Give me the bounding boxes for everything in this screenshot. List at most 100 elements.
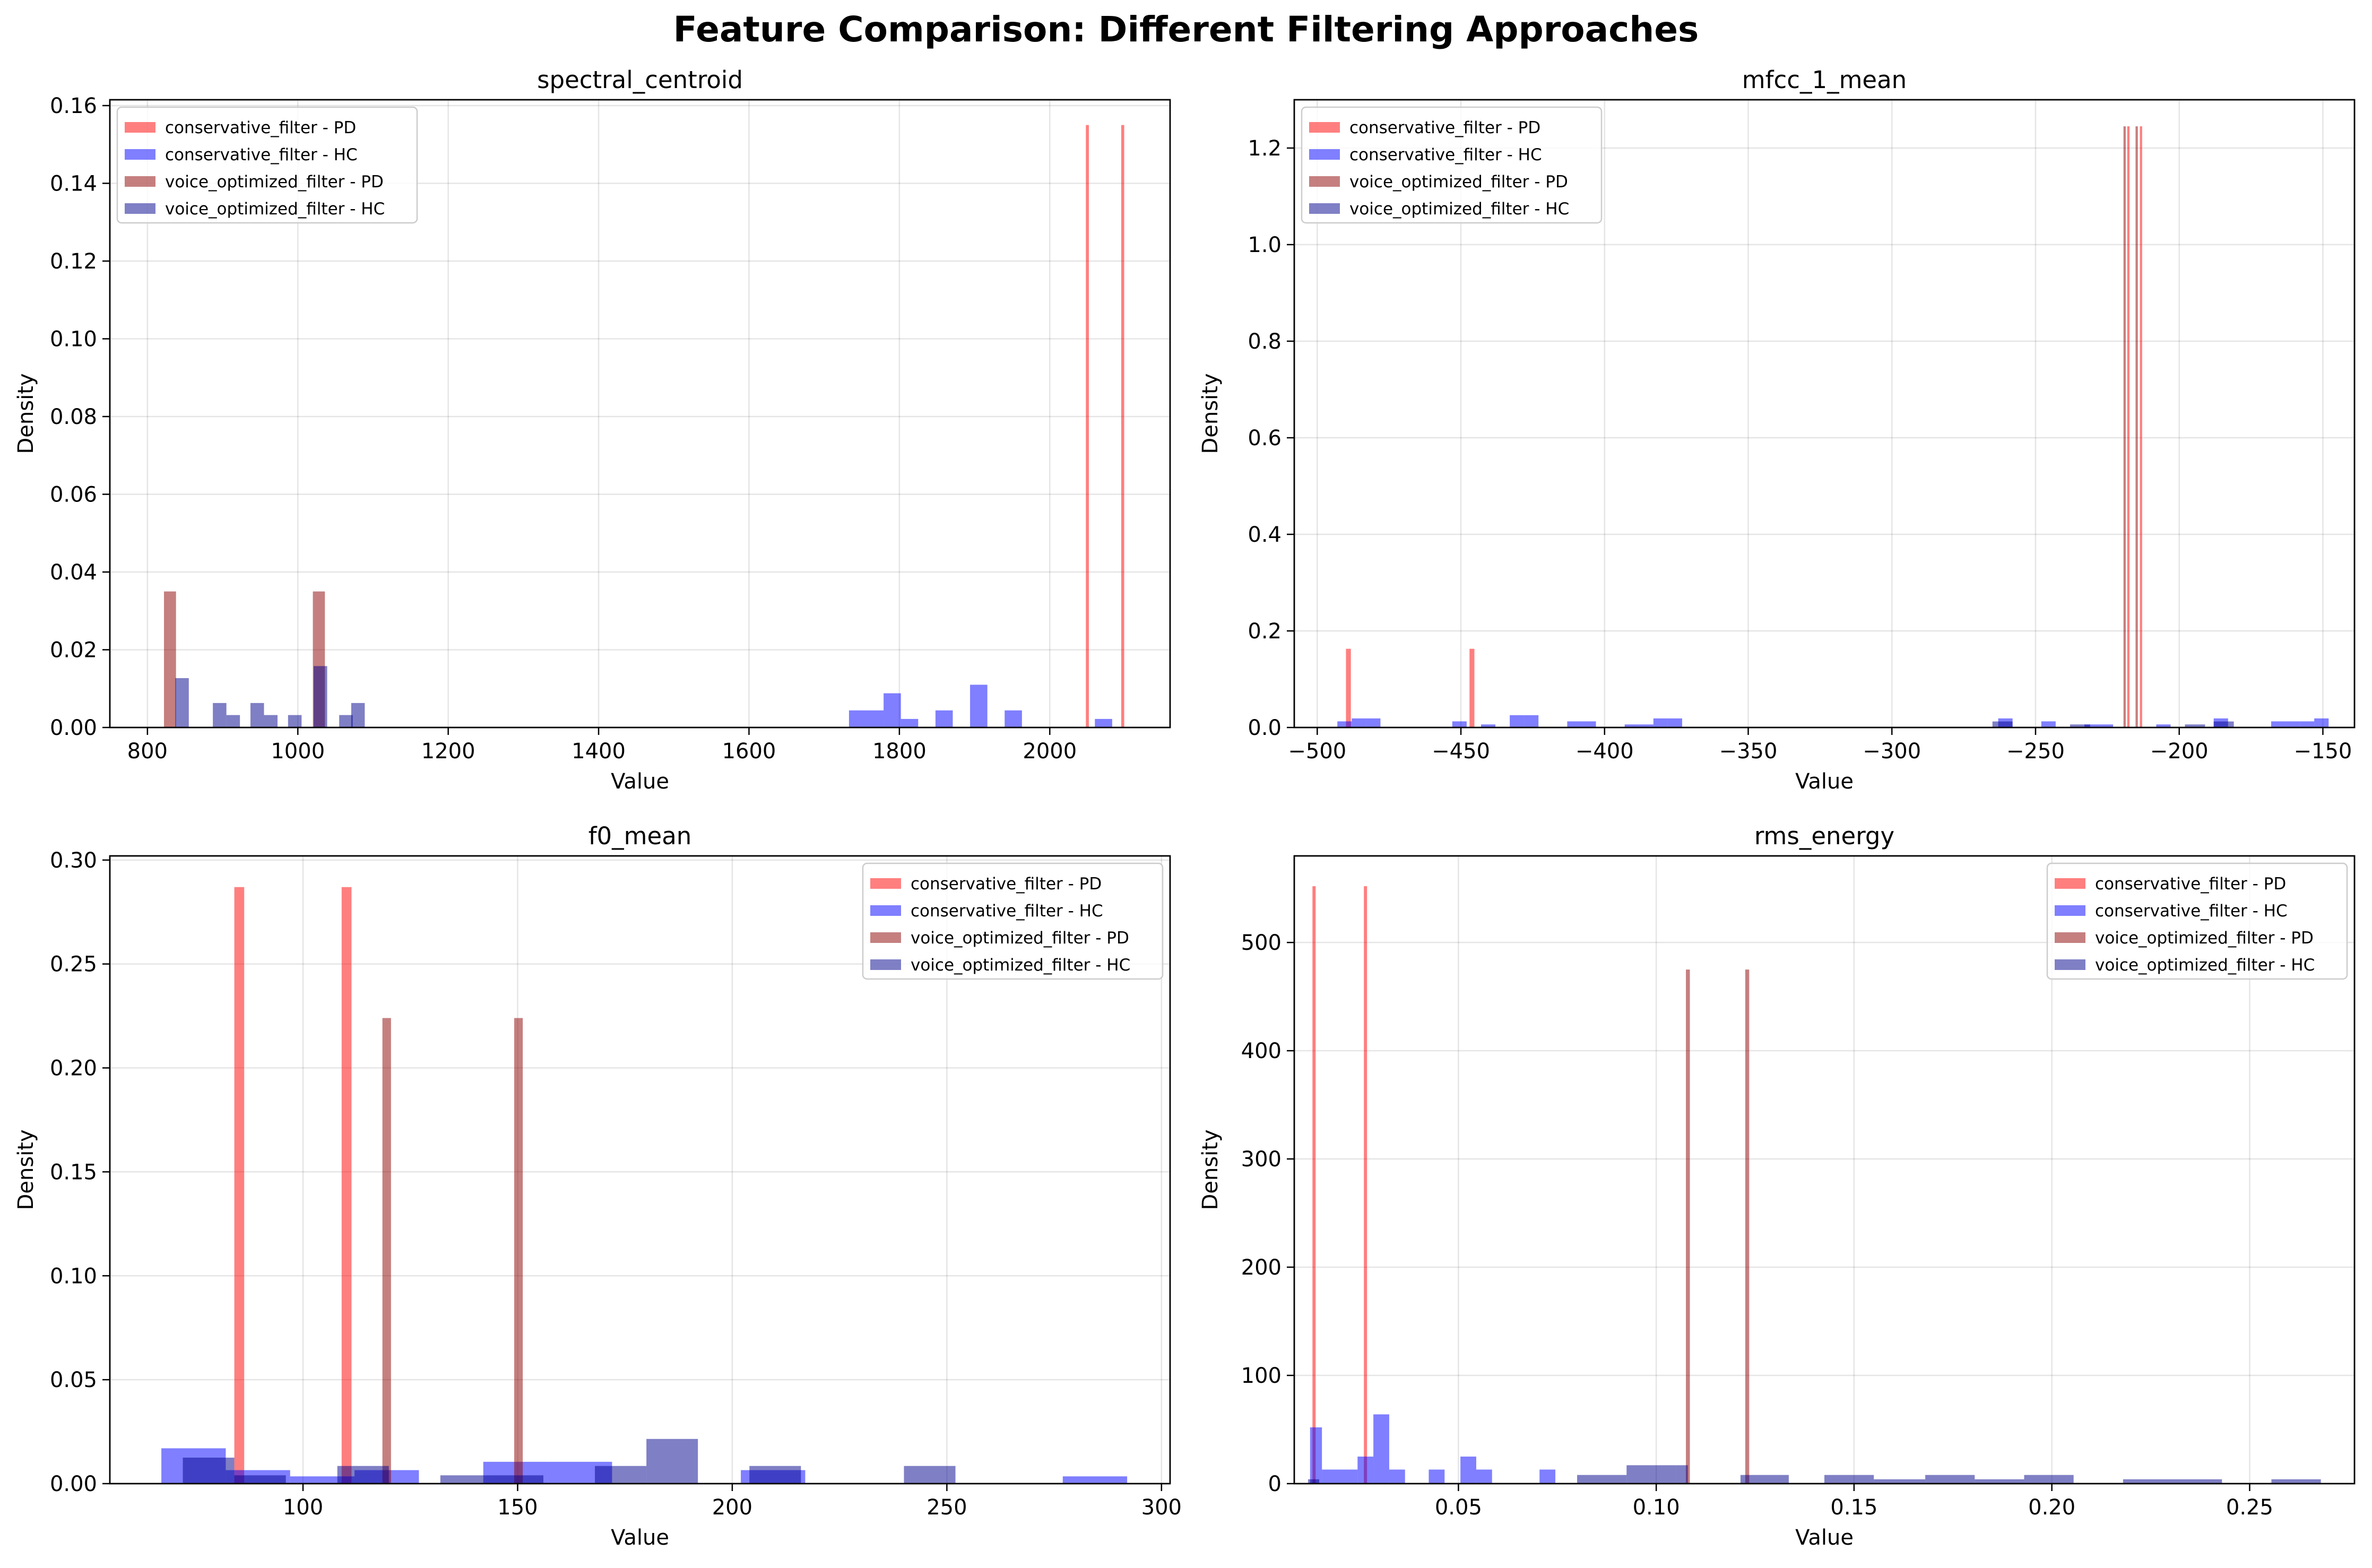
- x-tick-label: −250: [2006, 739, 2065, 764]
- histogram-bar: [2286, 721, 2300, 727]
- histogram-bar: [1740, 1475, 1789, 1484]
- y-tick-label: 0.2: [1248, 619, 1282, 644]
- x-tick-label: 0.20: [2028, 1495, 2075, 1520]
- histogram-bar: [1745, 969, 1750, 1484]
- histogram-bar: [164, 591, 176, 727]
- legend-swatch: [870, 905, 901, 916]
- histogram-bar: [1373, 1414, 1389, 1484]
- x-tick-label: 1000: [271, 739, 325, 764]
- bars: [1337, 126, 2329, 727]
- x-tick-label: 1200: [421, 739, 475, 764]
- histogram-bar: [1352, 718, 1366, 727]
- x-tick-label: 150: [497, 1495, 538, 1520]
- legend-swatch: [1309, 149, 1340, 160]
- legend-swatch: [125, 176, 155, 187]
- histogram-bar: [226, 715, 240, 727]
- y-tick-label: 0.10: [50, 327, 97, 351]
- histogram-bar: [1524, 715, 1539, 727]
- x-tick-label: −300: [1863, 739, 1921, 764]
- y-tick-label: 0: [1268, 1472, 1282, 1496]
- histogram-bar: [1686, 969, 1690, 1484]
- legend-label: voice_optimized_filter - PD: [911, 929, 1129, 948]
- y-tick-label: 0.0: [1248, 716, 1282, 740]
- y-tick-label: 0.04: [50, 560, 97, 585]
- histogram-bar: [1337, 721, 1352, 727]
- histogram-bar: [1676, 1465, 1688, 1484]
- x-tick-label: −150: [2294, 739, 2352, 764]
- histogram-bar: [2135, 126, 2138, 727]
- x-tick-label: 0.15: [1830, 1495, 1877, 1520]
- x-axis-label: Value: [1795, 1526, 1854, 1550]
- legend-label: conservative_filter - HC: [165, 145, 358, 164]
- legend-label: voice_optimized_filter - HC: [2095, 956, 2315, 975]
- x-axis-label: Value: [1795, 769, 1854, 794]
- histogram-bar: [2140, 126, 2142, 727]
- y-tick-label: 0.08: [50, 405, 97, 429]
- bars: [164, 125, 1124, 727]
- histogram-bar: [1653, 718, 1668, 727]
- legend-swatch: [2055, 959, 2085, 970]
- y-tick-label: 0.06: [50, 482, 97, 507]
- x-tick-label: −450: [1432, 739, 1490, 764]
- histogram-bar: [2084, 724, 2099, 727]
- histogram-bar: [1824, 1475, 1874, 1484]
- histogram-bar: [901, 718, 919, 727]
- y-tick-label: 0.05: [50, 1368, 97, 1392]
- y-tick-label: 0.00: [50, 1472, 97, 1496]
- histogram-bar: [1429, 1469, 1445, 1484]
- histogram-bar: [904, 1466, 956, 1484]
- legend-box: [2046, 862, 2348, 980]
- x-tick-label: 1800: [872, 739, 927, 764]
- histogram-bar: [1460, 1457, 1476, 1484]
- legend-label: conservative_filter - PD: [1349, 118, 1540, 137]
- histogram-bar: [849, 710, 867, 727]
- legend-label: voice_optimized_filter - HC: [1349, 200, 1569, 219]
- histogram-bar: [440, 1475, 492, 1484]
- chart-title: spectral_centroid: [537, 66, 743, 94]
- x-tick-label: 800: [127, 739, 168, 764]
- legend: conservative_filter - PD conservative_fil…: [116, 106, 418, 224]
- histogram-bar: [2300, 721, 2315, 727]
- histogram-bar: [337, 1466, 389, 1484]
- histogram-bar: [1312, 886, 1316, 1484]
- histogram-bar: [1626, 1465, 1676, 1484]
- histogram-bar: [288, 715, 302, 727]
- histogram-bar: [351, 703, 365, 727]
- y-axis-label: Density: [14, 1129, 38, 1210]
- y-tick-label: 0.15: [50, 1160, 97, 1184]
- legend-swatch: [2055, 932, 2085, 943]
- legend: conservative_filter - PD conservative_fil…: [862, 862, 1164, 980]
- chart-panel-f0_mean: 100 150 200 250 300 0.00 0.05 0.10 0.15 0.20 0.25 0…: [14, 822, 1182, 1550]
- histogram-bar: [514, 1018, 523, 1484]
- figure-title: Feature Comparison: Different Filtering …: [673, 9, 1699, 50]
- bars: [161, 887, 1128, 1484]
- histogram-bar: [1581, 721, 1596, 727]
- legend-swatch: [870, 959, 901, 970]
- histogram-bar: [1366, 718, 1381, 727]
- y-tick-label: 0.10: [50, 1264, 97, 1288]
- y-tick-label: 0.02: [50, 638, 97, 662]
- histogram-bar: [1476, 1469, 1492, 1484]
- x-tick-label: −400: [1575, 739, 1634, 764]
- histogram-bar: [2099, 724, 2114, 727]
- y-axis-label: Density: [1198, 1129, 1223, 1210]
- legend-box: [862, 862, 1164, 980]
- histogram-bar: [339, 715, 353, 727]
- histogram-bar: [314, 666, 327, 727]
- y-tick-label: 0.4: [1248, 523, 1282, 547]
- histogram-bar: [1510, 715, 1525, 727]
- histogram-bar: [1062, 1476, 1128, 1484]
- histogram-bar: [2070, 724, 2090, 727]
- y-tick-label: 0.16: [50, 94, 97, 118]
- histogram-bar: [2314, 718, 2329, 727]
- histogram-bar: [1310, 1427, 1322, 1484]
- histogram-bar: [2185, 724, 2205, 727]
- legend-label: conservative_filter - PD: [2095, 874, 2286, 894]
- histogram-bar: [1005, 710, 1022, 727]
- histogram-bar: [2123, 1479, 2222, 1484]
- histogram-bar: [935, 710, 953, 727]
- y-tick-label: 0.14: [50, 171, 97, 196]
- legend-label: conservative_filter - PD: [165, 118, 356, 137]
- histogram-bar: [175, 678, 189, 727]
